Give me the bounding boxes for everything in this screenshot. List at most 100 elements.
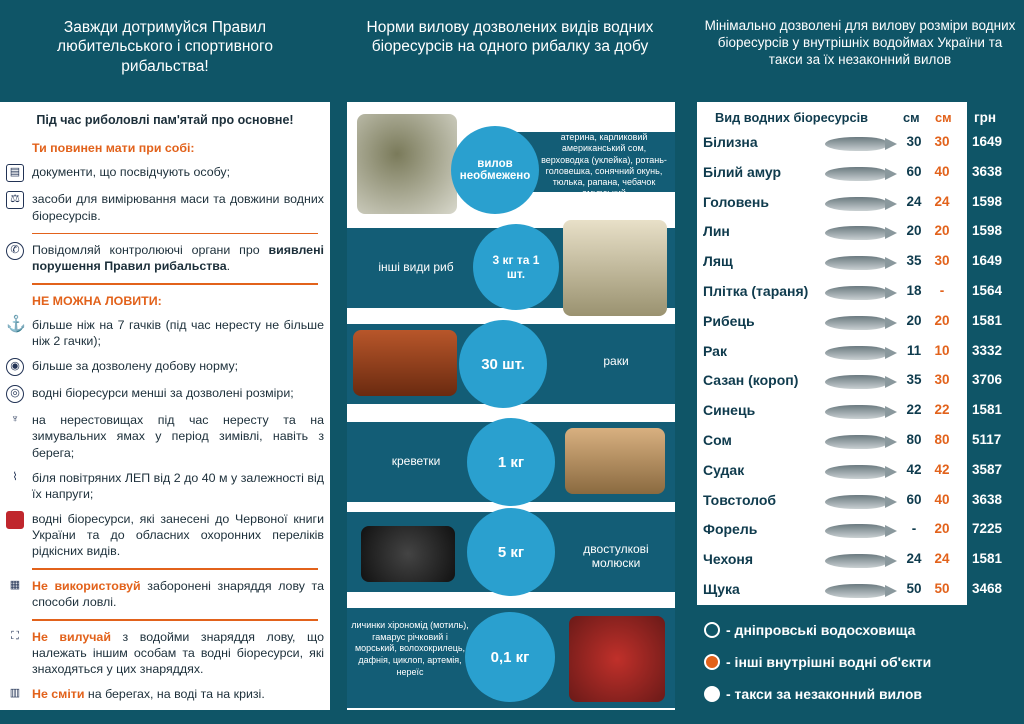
table-row: Лин 20 20 xyxy=(697,217,967,247)
table-row: Головень 24 24 xyxy=(697,188,967,218)
col-species-header: Вид водних біоресурсів xyxy=(715,110,868,125)
table-row: Лящ 35 30 xyxy=(697,247,967,277)
fish-icon xyxy=(825,315,897,330)
size-table: Вид водних біоресурсів см см Білизна 30 30… xyxy=(697,102,967,605)
fish-icon xyxy=(825,196,897,211)
fish-icon xyxy=(825,375,897,390)
red-book-icon xyxy=(6,510,24,529)
fish-photo xyxy=(357,114,457,214)
fish-icon xyxy=(825,345,897,360)
species-name: Лящ xyxy=(703,253,733,270)
fish-icon xyxy=(825,226,897,241)
forbidden-item: ◉ більше за дозволену добову норму; xyxy=(6,358,324,377)
norm-amount: 0,1 кг xyxy=(465,612,555,702)
size-other: 24 xyxy=(934,193,950,209)
size-dnipro: 60 xyxy=(906,163,922,179)
fine-value: 3587 xyxy=(972,461,1003,477)
norm-amount: 5 кг xyxy=(467,508,555,596)
species-name: Форель xyxy=(703,521,758,538)
size-other: 10 xyxy=(934,342,950,358)
fine-value: 1598 xyxy=(972,193,1003,209)
species-name: Головень xyxy=(703,193,769,210)
size-dnipro: 35 xyxy=(906,372,922,388)
species-name: Рак xyxy=(703,342,727,359)
forbidden-item: ⚓ більше ніж на 7 гачків (під час нерест… xyxy=(6,316,324,349)
divider xyxy=(32,283,318,285)
size-other: 40 xyxy=(934,163,950,179)
fish-icon xyxy=(825,137,897,151)
col-cm1-header: см xyxy=(903,110,920,125)
size-other: 20 xyxy=(934,312,950,328)
fish-icon xyxy=(825,405,897,420)
fish-icon: ◉ xyxy=(6,358,24,377)
norm-label: атерина, карликовий американський сом, в… xyxy=(541,132,667,199)
size-other: 24 xyxy=(934,551,950,567)
size-dnipro: 18 xyxy=(906,283,922,298)
table-row: Щука 50 50 xyxy=(697,575,967,605)
rule-measure-tools: ⚖ засоби для вимірювання маси та довжини… xyxy=(6,191,324,223)
must-have-heading: Ти повинен мати при собі: xyxy=(32,141,195,156)
size-dnipro: 24 xyxy=(906,193,922,209)
fisherman-icon: ♆ xyxy=(10,413,20,426)
fine-value: 1649 xyxy=(972,134,1003,149)
species-name: Синець xyxy=(703,402,756,419)
size-other: 80 xyxy=(934,432,950,447)
table-row: Білизна 30 30 xyxy=(697,128,967,158)
bloodworm-photo xyxy=(569,616,665,702)
size-dnipro: 80 xyxy=(906,432,922,447)
norm-amount: 30 шт. xyxy=(459,320,547,408)
size-dnipro: 35 xyxy=(906,253,922,269)
rules-panel: Під час риболовлі пам'ятай про основне! … xyxy=(0,102,330,710)
species-name: Білизна xyxy=(703,134,758,150)
fish-icon xyxy=(825,524,897,539)
legend-text: - дніпровські водосховища xyxy=(726,622,916,638)
hook-icon: ⚓ xyxy=(6,316,26,333)
trash-icon: ▥ xyxy=(9,686,21,699)
id-card-icon: ▤ xyxy=(6,164,24,183)
net-icon: ▦ xyxy=(9,578,21,591)
norm-label: раки xyxy=(603,354,629,368)
rule-report: ✆ Повідомляй контролюючі органи про вияв… xyxy=(6,242,324,274)
header-left: Завжди дотримуйся Правил любительського … xyxy=(57,19,273,75)
net-fish-icon: ⛶ xyxy=(11,629,19,642)
legend-item: - дніпровські водосховища xyxy=(704,622,915,638)
size-dnipro: 24 xyxy=(906,551,922,567)
fish-icon xyxy=(825,494,897,509)
norm-amount: 1 кг xyxy=(467,418,555,506)
species-name: Білий амур xyxy=(703,163,782,180)
fish-icon xyxy=(825,464,897,479)
size-other: 40 xyxy=(934,491,950,507)
size-other: 30 xyxy=(934,134,950,149)
norm-label: креветки xyxy=(391,454,441,468)
legend-dot-icon xyxy=(704,654,720,670)
species-name: Сом xyxy=(703,432,732,448)
size-dnipro: 50 xyxy=(906,581,922,596)
size-dnipro: 20 xyxy=(906,312,922,328)
fine-value: 7225 xyxy=(972,521,1003,537)
size-dnipro: 30 xyxy=(906,134,922,149)
legend-item: - такси за незаконний вилов xyxy=(704,686,922,702)
fish-icon xyxy=(825,286,897,300)
norm-label: двостулкові молюски xyxy=(583,542,649,571)
fine-value: 1564 xyxy=(972,283,1003,298)
fish-icon xyxy=(825,256,897,271)
fine-value: 3706 xyxy=(972,372,1003,388)
rule-no-litter: ▥ Не сміти на берегах, на воді та на кри… xyxy=(6,686,324,704)
size-other: 42 xyxy=(934,461,950,477)
fish-icon xyxy=(825,166,897,181)
fine-value: 5117 xyxy=(972,432,1002,447)
norm-label: личинки хірономід (мотиль), гамарус річк… xyxy=(351,620,469,677)
fine-value: 3638 xyxy=(972,491,1003,507)
species-name: Товстолоб xyxy=(703,491,777,508)
phone-icon: ✆ xyxy=(6,242,24,261)
size-dnipro: 11 xyxy=(906,342,922,358)
species-name: Щука xyxy=(703,581,740,597)
size-other: 20 xyxy=(934,521,950,537)
size-other: 22 xyxy=(934,402,950,418)
fine-value: 1649 xyxy=(972,253,1003,269)
size-other: 30 xyxy=(934,372,950,388)
table-row: Плітка (тараня) 18 - xyxy=(697,277,967,307)
rule-no-take: ⛶ Не вилучай з водойми знаряддя лову, що… xyxy=(6,629,324,677)
fish-photo xyxy=(563,220,667,316)
legend-dot-icon xyxy=(704,622,720,638)
